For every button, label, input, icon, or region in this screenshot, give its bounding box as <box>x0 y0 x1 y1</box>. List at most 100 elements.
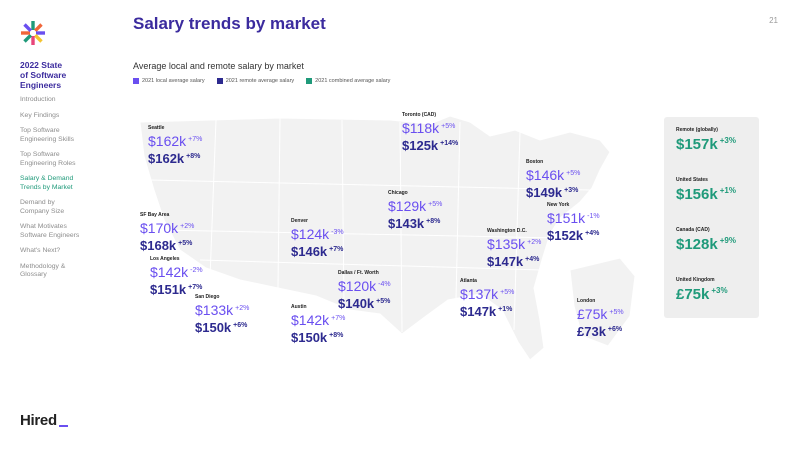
combined-change: +3% <box>719 136 736 145</box>
sidebar-item-top-roles[interactable]: Top Software Engineering Roles <box>20 151 76 167</box>
legend-label-local: 2021 local average salary <box>142 78 205 84</box>
remote-change: +6% <box>607 326 623 333</box>
local-value: $137k <box>460 286 499 302</box>
local-salary: $142k -2% <box>150 263 203 280</box>
legend-item-remote: 2021 remote average salary <box>216 78 295 84</box>
city-austin: Austin $142k +7% $150k +8% <box>291 304 345 345</box>
local-change: -3% <box>331 229 344 236</box>
local-change: +5% <box>609 309 624 316</box>
local-value: $151k <box>547 210 586 226</box>
city-name: SF Bay Area <box>140 212 170 218</box>
local-change: +5% <box>566 170 581 177</box>
local-salary: $170k +2% <box>140 219 194 236</box>
local-change: -4% <box>378 281 391 288</box>
combined-salary: $156k +1% <box>676 186 736 203</box>
legend-label-combined: 2021 combined average salary <box>315 78 391 84</box>
sidebar-title[interactable]: 2022 State of Software Engineers <box>20 60 67 90</box>
local-salary: $120k -4% <box>338 277 391 294</box>
remote-salary: £73k +6% <box>577 322 624 339</box>
remote-salary: $125k +14% <box>402 136 458 153</box>
combined-salary-panel: Remote (globally) $157k +3% United States… <box>664 117 759 318</box>
remote-salary: $168k +5% <box>140 236 194 253</box>
local-value: $142k <box>150 264 189 280</box>
combined-value: $157k <box>676 136 718 153</box>
remote-value: $147k <box>487 254 524 269</box>
local-value: £75k <box>577 306 608 322</box>
local-value: $118k <box>402 120 440 136</box>
local-value: $133k <box>195 302 234 318</box>
local-salary: $118k +5% <box>402 119 458 136</box>
combined-change: +9% <box>719 236 736 245</box>
city-washington-dc: Washington D.C. $135k +2% $147k +4% <box>487 228 541 269</box>
city-dallas: Dallas / Ft. Worth $120k -4% $140k +5% <box>338 270 391 311</box>
sidebar-item-introduction[interactable]: Introduction <box>20 96 56 103</box>
local-value: $146k <box>526 167 565 183</box>
remote-value: $150k <box>291 330 328 345</box>
legend-item-combined: 2021 combined average salary <box>306 78 390 84</box>
city-name: San Diego <box>195 294 220 300</box>
combined-item-united-states: United States $156k +1% <box>676 177 736 203</box>
remote-value: $162k <box>148 151 185 166</box>
remote-change: +5% <box>178 240 193 247</box>
combined-name: Remote (globally) <box>676 127 718 133</box>
legend-swatch-local <box>133 78 139 84</box>
city-name: Dallas / Ft. Worth <box>338 270 379 276</box>
legend-label-remote: 2021 remote average salary <box>225 78 295 84</box>
sidebar-item-company-size[interactable]: Demand by Company Size <box>20 199 65 215</box>
local-value: $129k <box>388 198 427 214</box>
city-atlanta: Atlanta $137k +5% $147k +1% <box>460 278 514 319</box>
local-salary: $146k +5% <box>526 166 580 183</box>
local-change: +2% <box>180 223 195 230</box>
sidebar-item-methodology[interactable]: Methodology & Glossary <box>20 262 66 279</box>
sidebar-item-whats-next[interactable]: What's Next? <box>20 247 61 254</box>
combined-value: $156k <box>676 186 718 203</box>
remote-value: $146k <box>291 244 328 259</box>
combined-name: United Kingdom <box>676 277 715 283</box>
remote-change: +4% <box>585 230 600 237</box>
combined-change: +3% <box>711 286 728 295</box>
local-change: +5% <box>441 123 456 130</box>
remote-value: £73k <box>577 324 606 339</box>
local-value: $124k <box>291 226 330 242</box>
page-title: Salary trends by market <box>133 14 326 33</box>
remote-value: $125k <box>402 138 439 153</box>
remote-value: $152k <box>547 228 584 243</box>
combined-item-united-kingdom: United Kingdom £75k +3% <box>676 277 728 303</box>
north-america-map <box>139 115 636 361</box>
legend: 2021 local average salary 2021 remote av… <box>133 78 390 84</box>
city-los-angeles: Los Angeles $142k -2% $151k +7% <box>150 256 203 297</box>
sidebar-nav: 2022 State of Software Engineers Introdu… <box>20 60 110 287</box>
combined-item-canada: Canada (CAD) $128k +9% <box>676 227 736 253</box>
remote-salary: $147k +4% <box>487 252 541 269</box>
sidebar-item-top-skills[interactable]: Top Software Engineering Skills <box>20 127 75 143</box>
legend-swatch-combined <box>306 78 313 84</box>
remote-change: +7% <box>329 246 344 253</box>
local-change: +5% <box>428 201 443 208</box>
local-salary: £75k +5% <box>577 305 624 322</box>
sidebar-item-motivates[interactable]: What Motivates Software Engineers <box>20 223 80 239</box>
combined-name: Canada (CAD) <box>676 227 710 233</box>
sidebar-item-key-findings[interactable]: Key Findings <box>20 111 60 119</box>
remote-salary: $150k +8% <box>291 328 345 345</box>
brand-cursor <box>58 425 68 427</box>
remote-value: $143k <box>388 216 425 231</box>
combined-value: £75k <box>676 286 710 303</box>
remote-change: +8% <box>426 218 441 225</box>
local-salary: $129k +5% <box>388 197 442 214</box>
city-denver: Denver $124k -3% $146k +7% <box>291 218 344 259</box>
city-name: Atlanta <box>460 278 477 284</box>
city-sf-bay-area: SF Bay Area $170k +2% $168k +5% <box>140 212 194 253</box>
combined-change: +1% <box>719 186 736 195</box>
combined-item-remote-global: Remote (globally) $157k +3% <box>676 127 736 153</box>
brand-name: Hired <box>20 412 57 429</box>
city-chicago: Chicago $129k +5% $143k +8% <box>388 190 442 231</box>
remote-change: +7% <box>188 284 203 291</box>
combined-salary: £75k +3% <box>676 286 728 303</box>
remote-salary: $143k +8% <box>388 214 442 231</box>
local-change: +5% <box>500 289 515 296</box>
sidebar-item-salary-demand[interactable]: Salary & Demand Trends by Market <box>20 175 74 191</box>
city-boston: Boston $146k +5% $149k +3% <box>526 159 580 200</box>
remote-value: $140k <box>338 296 375 311</box>
local-value: $170k <box>140 220 179 236</box>
remote-change: +1% <box>498 306 513 313</box>
